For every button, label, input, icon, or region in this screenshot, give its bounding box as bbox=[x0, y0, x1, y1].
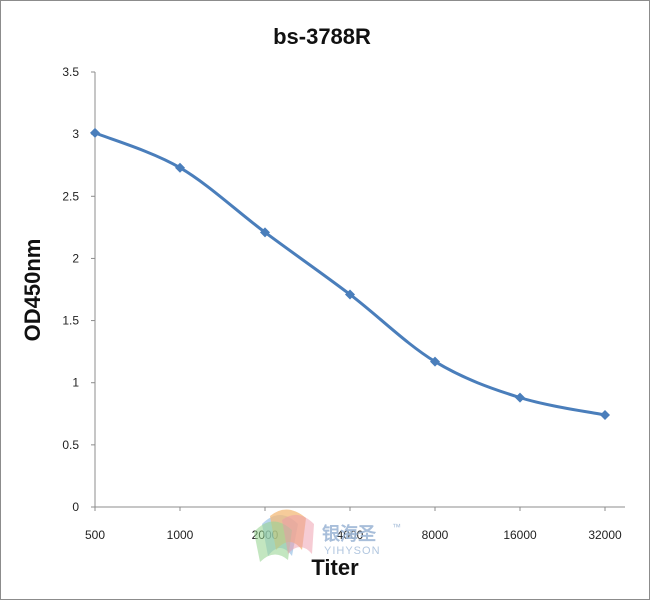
y-tick-label: 1 bbox=[72, 376, 79, 390]
y-tick-label: 2.5 bbox=[62, 189, 79, 203]
y-tick-label: 0.5 bbox=[62, 438, 79, 452]
data-point bbox=[600, 410, 610, 421]
x-tick-label: 4000 bbox=[337, 528, 364, 542]
watermark: 银海圣 ™ YIHYSON bbox=[254, 509, 401, 562]
y-tick-label: 3.5 bbox=[62, 65, 79, 79]
x-tick-label: 8000 bbox=[422, 528, 449, 542]
watermark-tm: ™ bbox=[392, 522, 401, 532]
data-point bbox=[175, 162, 185, 173]
data-point bbox=[345, 289, 355, 300]
watermark-cn: 银海圣 bbox=[322, 523, 377, 545]
y-tick-labels: 0 0.5 1 1.5 2 2.5 3 3.5 bbox=[62, 65, 95, 514]
y-tick-label: 2 bbox=[72, 251, 79, 265]
x-tick-label: 32000 bbox=[588, 528, 622, 542]
y-axis-label: OD450nm bbox=[20, 239, 45, 342]
data-point bbox=[430, 356, 440, 367]
x-tick-label: 16000 bbox=[503, 528, 537, 542]
y-tick-label: 1.5 bbox=[62, 314, 79, 328]
chart-title: bs-3788R bbox=[273, 24, 371, 49]
series-line bbox=[94, 131, 606, 417]
x-axis-label: Titer bbox=[311, 555, 359, 580]
yihyson-logo-icon bbox=[254, 509, 314, 562]
data-point bbox=[90, 127, 100, 138]
data-point bbox=[260, 227, 270, 238]
x-tick-label: 500 bbox=[85, 528, 105, 542]
y-tick-label: 3 bbox=[72, 127, 79, 141]
watermark-en: YIHYSON bbox=[324, 545, 381, 557]
y-tick-label: 0 bbox=[72, 500, 79, 514]
data-point bbox=[515, 392, 525, 403]
x-tick-label: 1000 bbox=[167, 528, 194, 542]
series-group bbox=[90, 127, 610, 421]
